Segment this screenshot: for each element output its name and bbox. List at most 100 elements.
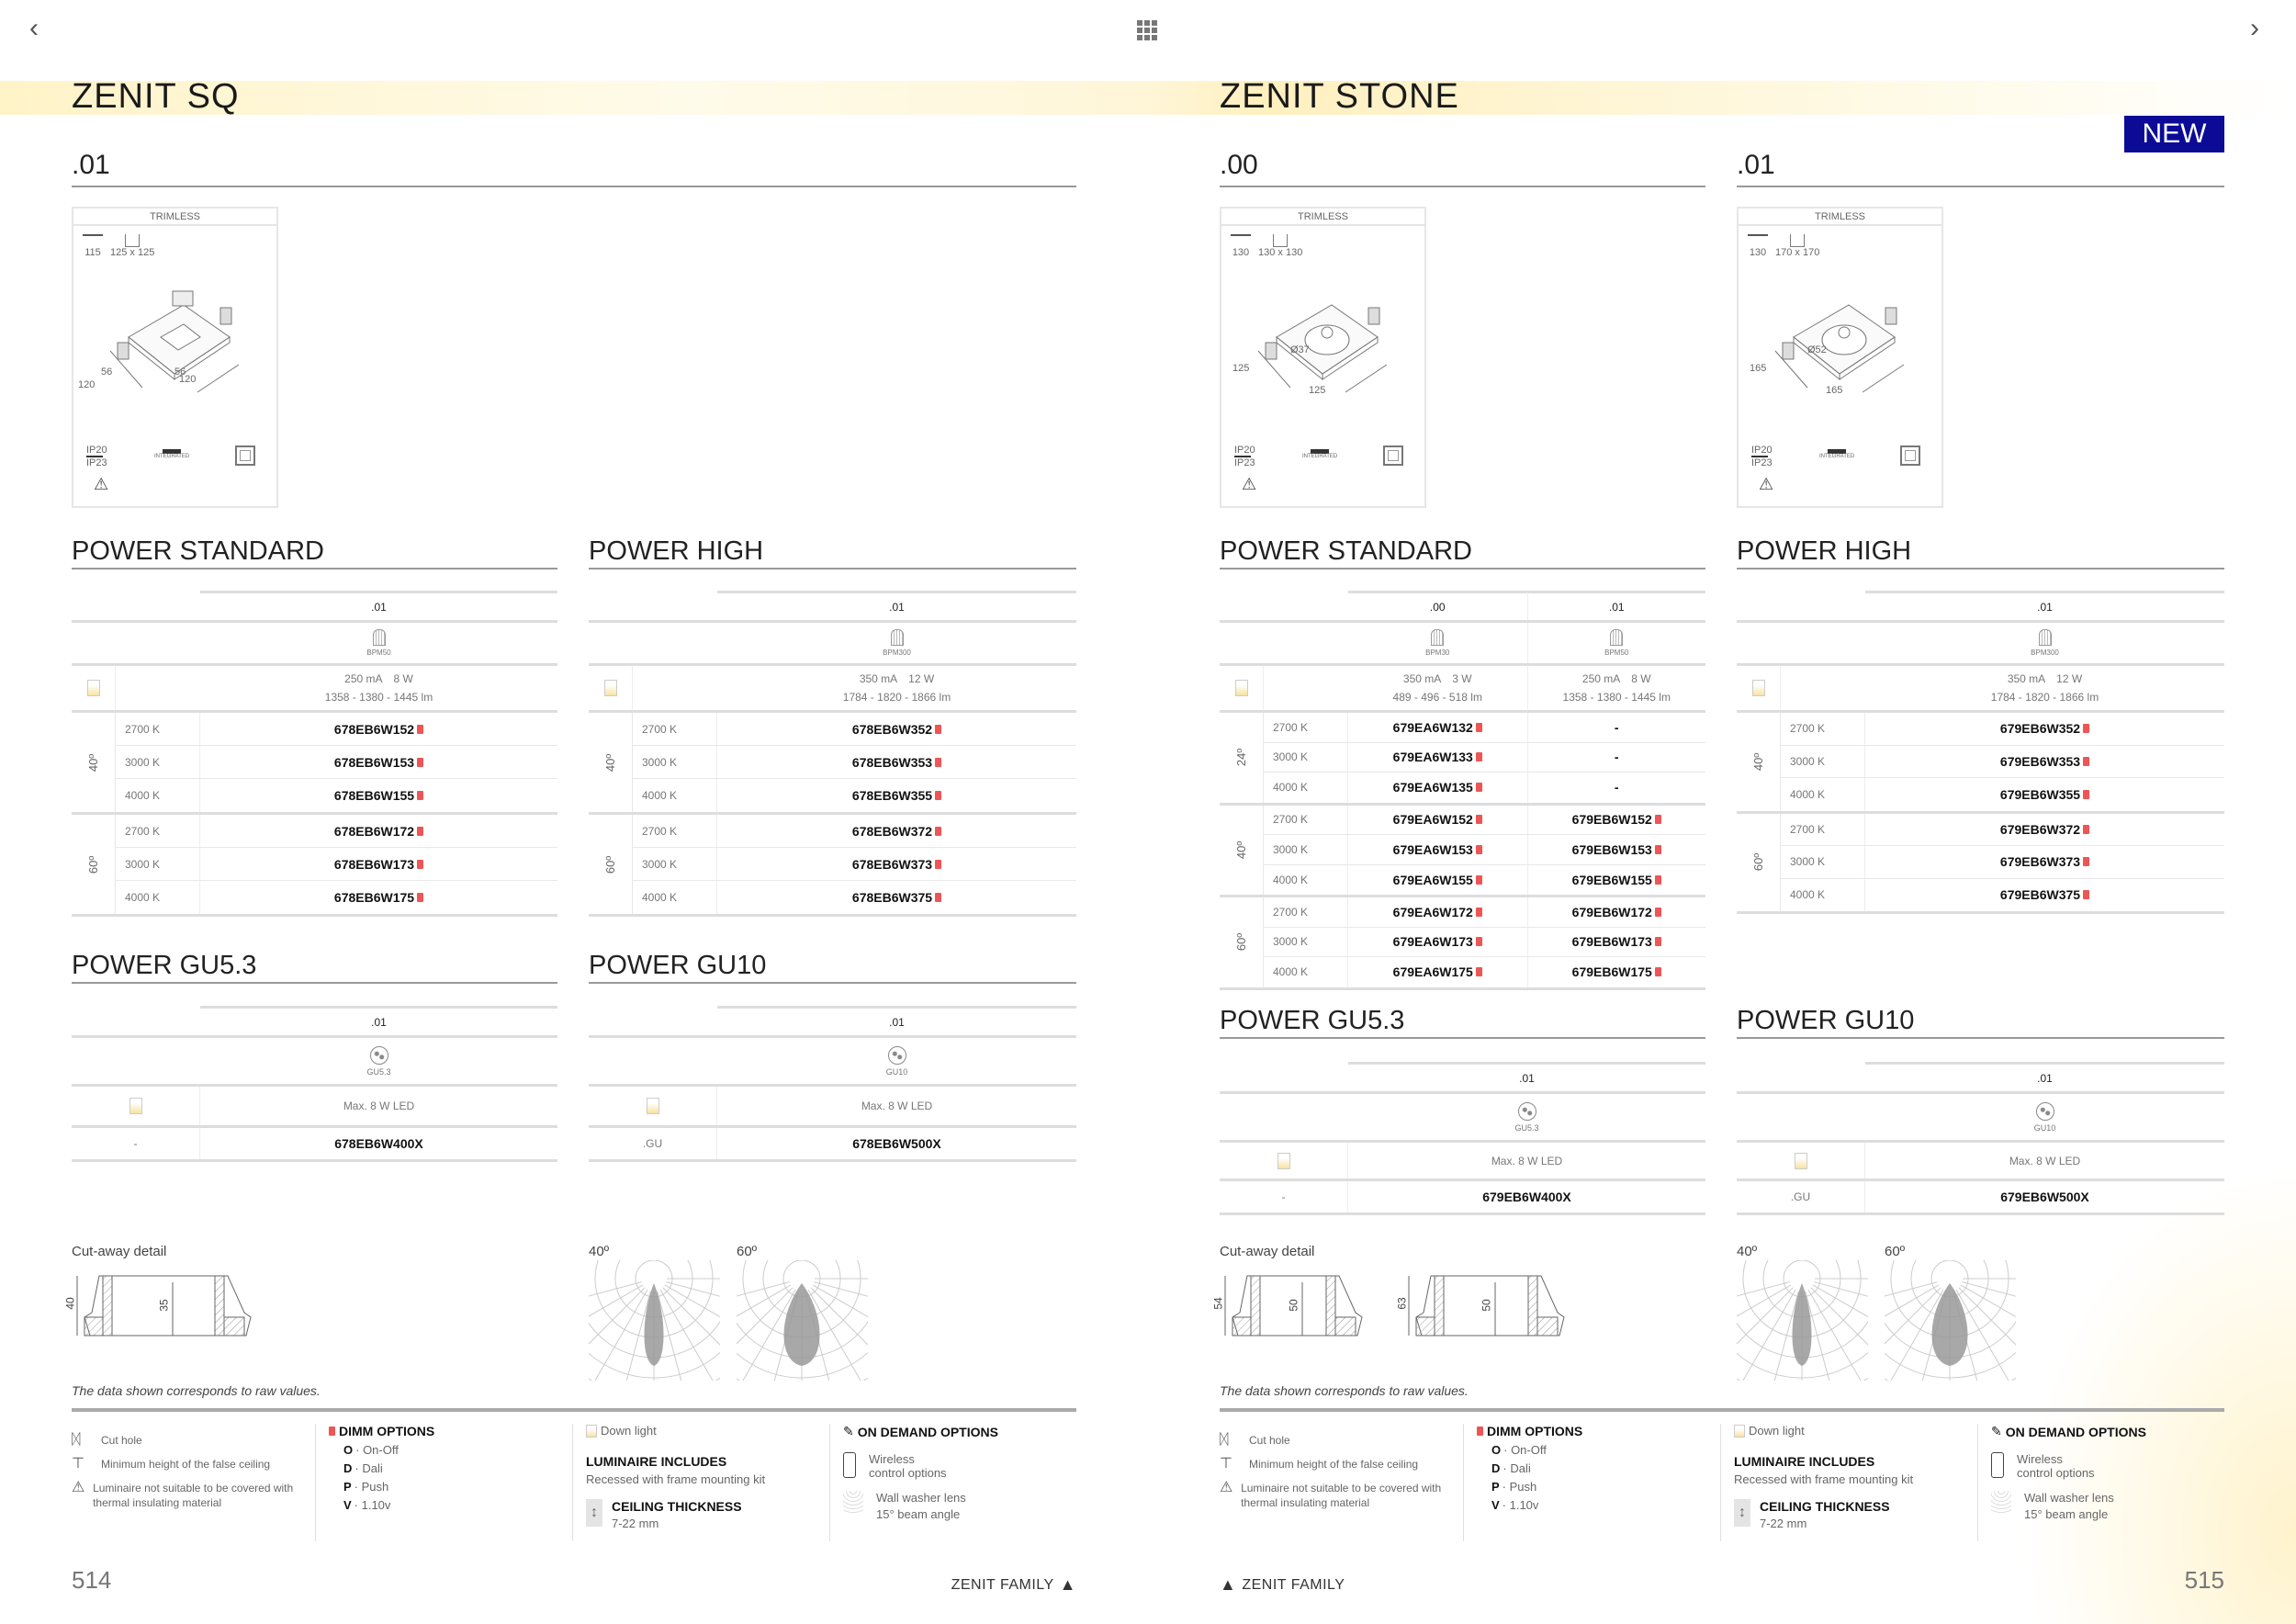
wall-washer-line1: Wall washer lens bbox=[876, 1491, 966, 1505]
table-row: 4000 K 678EB6W155 bbox=[116, 779, 557, 812]
product-code: 678EB6W373 bbox=[851, 856, 933, 872]
driver-icon bbox=[2038, 629, 2052, 646]
code-cell[interactable]: 679EA6W135 bbox=[1348, 773, 1527, 803]
beam-angle: 40º bbox=[589, 713, 633, 812]
code-cell[interactable]: 678EB6W352 bbox=[717, 713, 1076, 745]
cct: 3000 K bbox=[116, 848, 200, 880]
code-cell[interactable]: 678EB6W152 bbox=[200, 713, 557, 745]
dimm-value: · 1.10v bbox=[354, 1498, 391, 1512]
cut-hole-icon: ᛞ bbox=[72, 1432, 81, 1448]
ip-separator-icon bbox=[1234, 456, 1251, 457]
prev-page-button[interactable]: ‹ bbox=[29, 13, 39, 44]
code-cell[interactable]: 678EB6W353 bbox=[717, 746, 1076, 778]
code-cell[interactable]: 679EA6W172 bbox=[1348, 897, 1527, 927]
cut-hole-item: 170 x 170 bbox=[1775, 234, 1819, 258]
code-cell[interactable]: 679EB6W500X bbox=[1865, 1181, 2224, 1212]
code-cell[interactable]: 679EB6W175 bbox=[1526, 957, 1706, 987]
product-code: 678EB6W372 bbox=[851, 823, 933, 839]
beam-angle-label: 60º bbox=[1751, 853, 1765, 872]
grid-view-button[interactable] bbox=[1137, 20, 1157, 40]
legend-text: Cut hole bbox=[101, 1434, 142, 1447]
ceiling-text: CEILING THICKNESS 7-22 mm bbox=[612, 1499, 742, 1530]
dimm-key: V bbox=[1491, 1498, 1500, 1512]
cct: 3000 K bbox=[1781, 745, 1865, 777]
variant-code: .01 bbox=[1865, 591, 2224, 620]
code-cell[interactable]: 679EA6W175 bbox=[1348, 957, 1527, 987]
code-cell[interactable]: 679EB6W353 bbox=[1865, 746, 2224, 778]
section-heading: POWER STANDARD bbox=[72, 531, 557, 570]
beam-angle-label: 60º bbox=[1885, 1244, 1906, 1259]
code-cell[interactable]: 679EA6W173 bbox=[1348, 928, 1527, 957]
code-cell[interactable]: 679EA6W132 bbox=[1348, 713, 1527, 742]
product-code: 679EB6W172 bbox=[1571, 904, 1652, 919]
table-row: 2700 K 679EB6W372 bbox=[1781, 813, 2224, 846]
code-cell[interactable]: 678EB6W173 bbox=[200, 848, 557, 880]
code-cell[interactable]: 678EB6W155 bbox=[200, 779, 557, 812]
cut-hole-item: 130 x 130 bbox=[1258, 234, 1302, 258]
code-cell[interactable]: 679EB6W375 bbox=[1865, 879, 2224, 912]
code-cell[interactable]: 678EB6W375 bbox=[717, 881, 1076, 914]
dimmable-icon bbox=[1475, 874, 1482, 885]
product-code: 679EB6W153 bbox=[1571, 841, 1652, 857]
code-cell[interactable]: 679EB6W400X bbox=[1348, 1181, 1705, 1212]
luminaire-illustration bbox=[1774, 304, 1905, 393]
no-insulation-icon: ⚠ bbox=[1220, 1480, 1233, 1495]
code-cell[interactable]: 678EB6W372 bbox=[717, 815, 1076, 847]
driver-cell: BPM50 bbox=[200, 623, 557, 663]
code-cell[interactable]: 679EA6W152 bbox=[1348, 806, 1527, 835]
cct: 2700 K bbox=[633, 713, 717, 745]
driver-name: BPM30 bbox=[1425, 648, 1450, 657]
min-height-value: 130 bbox=[1749, 247, 1767, 258]
divider bbox=[1463, 1424, 1464, 1541]
spacer bbox=[589, 1038, 717, 1084]
driver-row: BPM50 bbox=[72, 623, 557, 666]
code-cell[interactable]: 679EA6W155 bbox=[1348, 865, 1527, 896]
dimmable-icon bbox=[935, 893, 942, 902]
driver-row: BPM300 bbox=[589, 623, 1076, 666]
dimm-option: P · Push bbox=[1491, 1480, 1582, 1494]
driver-row: BPM300 bbox=[1737, 623, 2224, 666]
code-cell[interactable]: 679EB6W352 bbox=[1865, 713, 2224, 745]
dimm-value: · Dali bbox=[355, 1461, 383, 1475]
code-cell[interactable]: 679EB6W173 bbox=[1526, 927, 1706, 956]
code-cell[interactable]: 678EB6W373 bbox=[717, 848, 1076, 880]
section-heading: POWER GU5.3 bbox=[1220, 1000, 1705, 1039]
legend-item: ᛞ Cut hole bbox=[72, 1433, 301, 1448]
includes-column: Down light LUMINAIRE INCLUDES Recessed wit… bbox=[1734, 1424, 1913, 1530]
code-cell[interactable]: 679EA6W133 bbox=[1348, 743, 1527, 773]
on-demand-title: ON DEMAND OPTIONS bbox=[2005, 1424, 2146, 1439]
code-cell[interactable]: 679EB6W153 bbox=[1526, 835, 1706, 864]
zenit-logo-icon: ▲ bbox=[1220, 1575, 1237, 1594]
dimm-option: O · On-Off bbox=[343, 1443, 434, 1457]
code-cell[interactable]: 678EB6W172 bbox=[200, 815, 557, 847]
code-cell[interactable]: 678EB6W153 bbox=[200, 746, 557, 778]
ip-rating-top: IP20 bbox=[86, 445, 107, 456]
code-cell[interactable]: 679EB6W355 bbox=[1865, 778, 2224, 811]
ip-rating-top: IP20 bbox=[1234, 445, 1255, 456]
code-cell[interactable]: - bbox=[1526, 742, 1706, 772]
dimmable-icon bbox=[417, 826, 424, 836]
cct: 3000 K bbox=[633, 746, 717, 778]
code-cell[interactable]: 678EB6W175 bbox=[200, 881, 557, 914]
code-cell[interactable]: 679EB6W373 bbox=[1865, 846, 2224, 878]
dimm-option: V · 1.10v bbox=[343, 1498, 434, 1512]
code-cell[interactable]: 679EB6W372 bbox=[1865, 814, 2224, 846]
product-code: 678EB6W175 bbox=[333, 890, 415, 905]
legend-item: ⊤ Minimum height of the false ceiling bbox=[1220, 1457, 1449, 1472]
code-cell[interactable]: 678EB6W500X bbox=[717, 1128, 1076, 1159]
code-cell[interactable]: 679EB6W172 bbox=[1526, 897, 1706, 927]
driver-cell: BPM50 bbox=[1526, 623, 1706, 663]
code-cell[interactable]: - bbox=[1526, 713, 1706, 742]
code-cell[interactable]: 679EA6W153 bbox=[1348, 835, 1527, 864]
code-cell[interactable]: 679EB6W155 bbox=[1526, 864, 1706, 895]
next-page-button[interactable]: › bbox=[2250, 13, 2259, 44]
cutaway-label: Cut-away detail bbox=[1220, 1244, 1315, 1259]
code-cell[interactable]: 679EB6W152 bbox=[1526, 805, 1706, 834]
code-cell[interactable]: - bbox=[1526, 773, 1706, 803]
dimm-value: · Push bbox=[1502, 1480, 1537, 1494]
power-table: .00.01 BPM30 BPM50 350 mA 3 W 489 - 496 - 518… bbox=[1220, 591, 1705, 990]
dimmable-icon bbox=[2083, 890, 2090, 900]
wireless-text: Wireless control options bbox=[2017, 1452, 2095, 1480]
code-cell[interactable]: 678EB6W400X bbox=[200, 1128, 557, 1159]
code-cell[interactable]: 678EB6W355 bbox=[717, 779, 1076, 812]
